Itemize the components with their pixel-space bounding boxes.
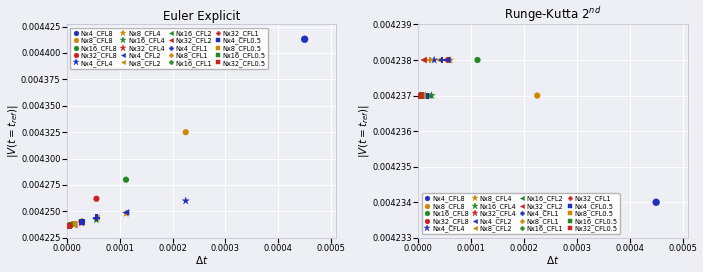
Point — [76, 220, 87, 224]
Point — [442, 58, 453, 62]
Point — [418, 93, 429, 98]
Point — [180, 199, 191, 203]
Point — [91, 218, 102, 222]
Point — [120, 211, 131, 216]
Point — [417, 93, 428, 98]
Point — [91, 197, 102, 201]
X-axis label: $\Delta t$: $\Delta t$ — [195, 254, 208, 267]
Title: Euler Explicit: Euler Explicit — [163, 10, 240, 23]
Point — [120, 178, 131, 182]
Point — [441, 58, 453, 62]
Point — [69, 222, 80, 226]
Point — [531, 93, 543, 98]
Point — [426, 93, 437, 98]
Point — [120, 210, 131, 215]
Point — [415, 93, 427, 98]
Point — [91, 216, 102, 220]
Point — [423, 93, 434, 98]
Legend: Nx4_CFL8, Nx8_CFL8, Nx16_CFL8, Nx32_CFL8, Nx4_CFL4, Nx8_CFL4, Nx16_CFL4, Nx32_CF: Nx4_CFL8, Nx8_CFL8, Nx16_CFL8, Nx32_CFL8… — [422, 193, 619, 234]
Point — [414, 93, 425, 98]
Point — [434, 58, 445, 62]
Point — [444, 58, 456, 62]
Title: Runge-Kutta $2^{nd}$: Runge-Kutta $2^{nd}$ — [504, 5, 602, 24]
Point — [420, 93, 432, 98]
Y-axis label: $|V(t=t_{ref})|$: $|V(t=t_{ref})|$ — [6, 104, 20, 158]
Point — [425, 58, 436, 62]
Point — [91, 216, 102, 220]
Legend: Nx4_CFL8, Nx8_CFL8, Nx16_CFL8, Nx32_CFL8, Nx4_CFL4, Nx8_CFL4, Nx16_CFL4, Nx32_CF: Nx4_CFL8, Nx8_CFL8, Nx16_CFL8, Nx32_CFL8… — [70, 28, 268, 69]
Point — [180, 130, 191, 134]
Point — [472, 58, 483, 62]
Point — [429, 58, 440, 62]
Point — [420, 93, 431, 98]
Point — [65, 223, 76, 227]
Point — [69, 222, 80, 226]
Point — [418, 58, 430, 62]
Point — [299, 37, 310, 41]
X-axis label: $\Delta t$: $\Delta t$ — [546, 254, 560, 267]
Y-axis label: $|V(t=t_{ref})|$: $|V(t=t_{ref})|$ — [357, 104, 371, 158]
Point — [76, 221, 87, 225]
Point — [65, 224, 76, 228]
Point — [69, 223, 80, 227]
Point — [76, 219, 87, 223]
Point — [76, 220, 87, 224]
Point — [650, 200, 662, 205]
Point — [415, 93, 426, 98]
Point — [437, 58, 448, 62]
Point — [63, 224, 75, 228]
